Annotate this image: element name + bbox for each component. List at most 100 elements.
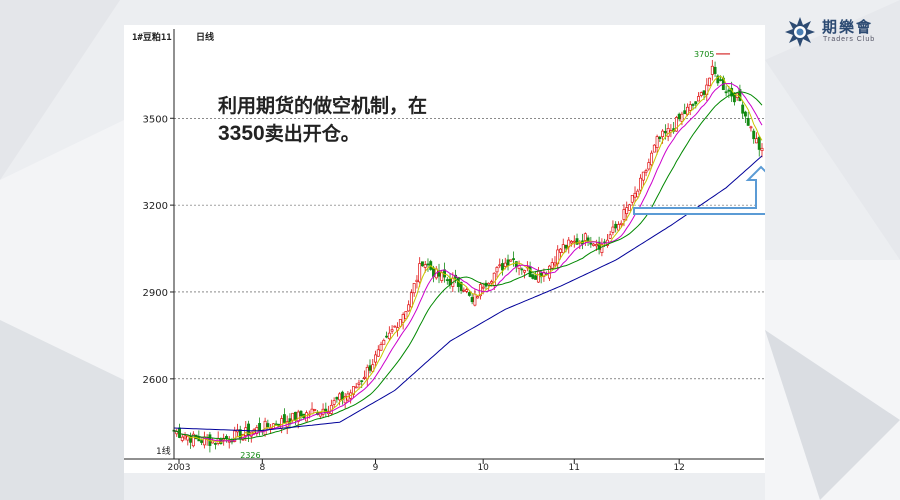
- candle-body: [194, 434, 198, 439]
- candle-body: [655, 136, 659, 148]
- candle-body: [727, 89, 731, 92]
- candle-body: [683, 110, 687, 115]
- candle-body: [379, 344, 383, 351]
- candle-body: [332, 400, 336, 405]
- candle-body: [608, 234, 612, 239]
- x-tick-label: 11: [569, 463, 580, 473]
- candle-body: [213, 443, 217, 445]
- candle-body: [338, 393, 342, 401]
- candle-body: [520, 268, 524, 271]
- candle-body: [536, 271, 540, 283]
- candle-body: [583, 233, 587, 241]
- high-label: 3705: [694, 50, 714, 59]
- grid-layer: [174, 117, 764, 380]
- candle-body: [572, 240, 576, 243]
- candle-body: [528, 266, 532, 277]
- candle-body: [313, 409, 317, 411]
- candle-body: [755, 138, 758, 144]
- candle-body: [625, 207, 629, 214]
- candle-body: [760, 147, 764, 151]
- arrow-layer: [633, 165, 765, 215]
- ma-layer: [173, 75, 763, 444]
- candle-body: [357, 382, 361, 385]
- candle-body: [699, 92, 703, 96]
- candle-body: [633, 192, 637, 198]
- candle-body: [490, 281, 493, 284]
- candle-body: [335, 396, 339, 400]
- chart-period: 日线: [196, 33, 215, 43]
- candle-body: [376, 349, 380, 357]
- candle-body: [677, 113, 681, 120]
- candle-body: [412, 283, 416, 294]
- candle-body: [611, 226, 615, 233]
- candle-body: [658, 136, 662, 139]
- candle-body: [426, 263, 430, 266]
- candle-body: [498, 264, 502, 267]
- candle-body: [713, 66, 717, 74]
- candle-body: [299, 410, 303, 417]
- candle-body: [575, 238, 579, 245]
- candle-body: [559, 248, 562, 253]
- candle-body: [652, 144, 656, 153]
- candle-body: [244, 427, 248, 436]
- candle-body: [481, 286, 485, 289]
- candle-body: [702, 90, 706, 95]
- candle-body: [617, 224, 620, 231]
- x-tick-label: 2003: [168, 463, 191, 473]
- logo-title: 期樂會: [822, 18, 874, 36]
- candle-body: [757, 136, 761, 150]
- candle-body: [360, 380, 364, 383]
- candle-body: [724, 91, 728, 94]
- candle-body: [473, 293, 477, 306]
- candle-body: [415, 279, 419, 283]
- candle-body: [644, 170, 648, 173]
- candle-body: [382, 339, 386, 345]
- candle-body: [465, 289, 469, 292]
- candle-body: [404, 311, 408, 320]
- ma5-line: [173, 75, 763, 444]
- candle-body: [445, 279, 449, 281]
- candle-body: [650, 152, 654, 166]
- candle-body: [746, 118, 750, 126]
- candle-body: [387, 332, 391, 340]
- candle-body: [180, 436, 184, 441]
- chart-symbol: 1#豆粕11: [132, 33, 172, 43]
- candle-body: [600, 244, 604, 253]
- candle-body: [514, 261, 518, 267]
- brand-logo: 期樂會 Traders Club: [784, 14, 894, 52]
- candle-body: [619, 222, 623, 225]
- y-tick-label: 3200: [143, 201, 168, 212]
- candle-body: [258, 423, 262, 432]
- x-tick-label: 12: [673, 463, 684, 473]
- y-tick-label: 2900: [143, 288, 168, 299]
- candle-body: [385, 335, 389, 338]
- candle-body: [467, 292, 471, 296]
- candle-body: [440, 272, 444, 281]
- logo-subtitle: Traders Club: [823, 36, 876, 43]
- candle-body: [749, 126, 753, 129]
- candle-body: [266, 423, 270, 428]
- candle-body: [421, 261, 424, 267]
- x-tick-label: 9: [373, 463, 379, 473]
- candle-body: [407, 304, 411, 312]
- candle-body: [470, 297, 474, 303]
- candle-body: [282, 414, 286, 423]
- candle-body: [200, 440, 204, 443]
- candle-body: [409, 292, 413, 308]
- candle-body: [592, 243, 596, 246]
- candle-body: [189, 436, 193, 443]
- candle-body: [589, 242, 593, 245]
- candle-body: [476, 296, 480, 299]
- candle-body: [423, 264, 427, 268]
- candle-body: [291, 412, 295, 421]
- candle-body: [354, 386, 358, 389]
- chart-panel: 260029003200350020038910111220042341线370…: [124, 25, 765, 473]
- candle-body: [183, 435, 187, 439]
- up-arrow-icon: [633, 165, 765, 215]
- candle-body: [462, 289, 466, 292]
- candle-body: [597, 241, 601, 250]
- candle-body: [318, 412, 322, 417]
- candle-body: [305, 412, 308, 422]
- candle-body: [374, 354, 377, 363]
- candle-body: [368, 365, 372, 371]
